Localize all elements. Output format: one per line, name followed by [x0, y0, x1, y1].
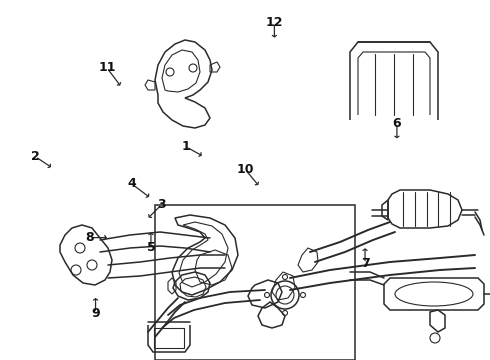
Text: 2: 2 [31, 150, 40, 163]
Text: 7: 7 [361, 257, 369, 270]
Text: 10: 10 [236, 163, 254, 176]
Text: 1: 1 [182, 140, 191, 153]
Text: 4: 4 [127, 177, 136, 190]
Text: 9: 9 [91, 307, 100, 320]
Text: 6: 6 [392, 117, 401, 130]
Bar [155, 205, 355, 360]
Text: 8: 8 [85, 231, 94, 244]
Text: 12: 12 [266, 16, 283, 29]
Text: 11: 11 [98, 61, 116, 74]
Text: 5: 5 [147, 241, 155, 254]
Text: 3: 3 [157, 198, 166, 211]
